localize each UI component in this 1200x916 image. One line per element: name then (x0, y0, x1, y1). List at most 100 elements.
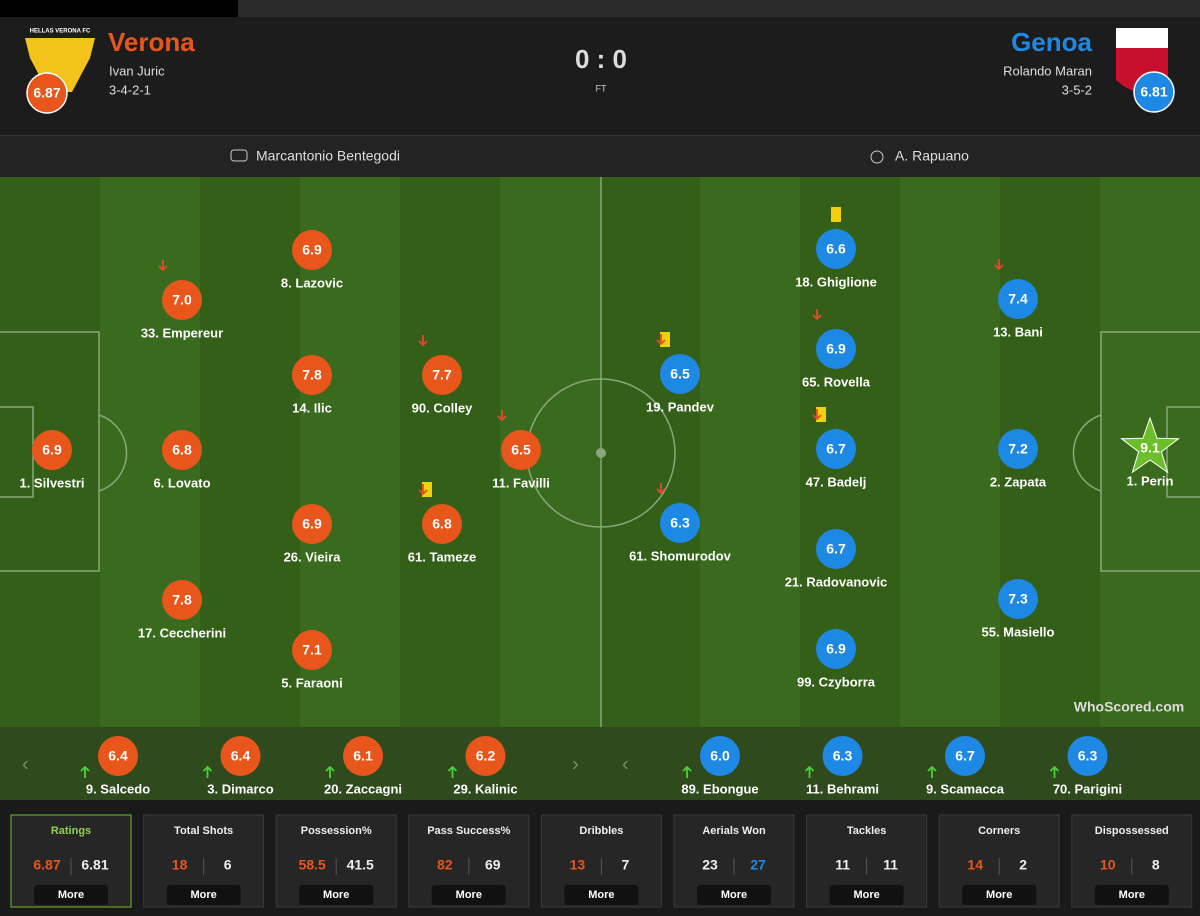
stat-away: 8 (1152, 857, 1160, 873)
sub-on-arrow (325, 765, 335, 778)
sub-rating-circle (220, 736, 261, 776)
more-button[interactable] (431, 885, 506, 905)
stat-title: Aerials Won (702, 825, 766, 837)
home-rating-circle (26, 72, 68, 114)
venue: Marcantonio Bentegodi (256, 148, 400, 164)
sub-name: 29. Kalinic (453, 781, 517, 796)
stats: Ratings 6.87 6.81 More Total Shots 18 6 More Pos… (10, 814, 1193, 908)
stat-away: 11 (883, 857, 898, 873)
player-rating: 6.8 (432, 516, 452, 532)
rating-circle (162, 580, 202, 620)
more-button[interactable] (697, 885, 771, 905)
more-label[interactable]: More (1119, 889, 1145, 901)
rating-circle (816, 629, 856, 669)
yellow-card (816, 407, 826, 422)
more-label[interactable]: More (323, 889, 349, 901)
away-rating: 6.81 (1140, 84, 1167, 100)
rating-circle (998, 429, 1038, 469)
player-name: 18. Ghiglione (795, 274, 877, 289)
prev-arrow[interactable]: ‹ (622, 753, 629, 775)
whistle-icon (870, 150, 884, 164)
more-button[interactable] (299, 885, 374, 905)
stat-home: 18 (172, 857, 188, 873)
more-label[interactable]: More (853, 889, 879, 901)
penalty-arc (1072, 414, 1102, 492)
player-rating: 7.0 (172, 292, 192, 308)
player-rating: 6.5 (670, 366, 690, 382)
yellow-card (831, 207, 841, 222)
player-name: 14. Ilic (292, 400, 332, 415)
player-name: 47. Badelj (806, 474, 867, 489)
player-rating: 6.7 (826, 541, 846, 557)
rating-circle (998, 279, 1038, 319)
player-rating: 7.7 (432, 367, 452, 383)
player-rating: 6.3 (670, 515, 690, 531)
more-button[interactable] (962, 885, 1037, 905)
sub-on-arrow (1049, 765, 1060, 778)
player-name: 55. Masiello (982, 624, 1055, 639)
more-button[interactable] (34, 885, 108, 905)
player-rating: 7.8 (302, 367, 322, 383)
more-label[interactable]: More (58, 889, 84, 901)
player-rating: 6.9 (826, 341, 846, 357)
pitch-stripe (400, 177, 501, 727)
pitch-stripe (900, 177, 1001, 727)
stat-home: 23 (702, 857, 718, 873)
stat-home: 13 (570, 857, 586, 873)
player-name: 33. Empereur (141, 325, 223, 340)
player-name: 99. Czyborra (797, 674, 876, 689)
sub-on-arrow (927, 765, 937, 778)
sub-rating: 6.4 (108, 748, 128, 764)
player-name: 6. Lovato (153, 475, 210, 490)
more-button[interactable] (564, 885, 639, 905)
sub-rating: 6.7 (955, 748, 975, 764)
rating-circle (32, 430, 72, 470)
stat-away: 7 (622, 857, 630, 873)
sub-name: 9. Scamacca (926, 781, 1005, 796)
stat-home: 82 (437, 857, 453, 873)
player-name: 90. Colley (412, 400, 473, 415)
sub-rating: 6.3 (833, 748, 853, 764)
prev-arrow[interactable]: ‹ (22, 753, 29, 775)
stat-home: 6.87 (33, 857, 60, 873)
player-rating: 6.9 (826, 641, 846, 657)
sub-name: 89. Ebongue (681, 781, 758, 796)
next-arrow[interactable]: › (572, 753, 579, 775)
sub-name: 11. Behrami (806, 781, 879, 796)
player-name: 11. Favilli (492, 475, 550, 490)
more-label[interactable]: More (986, 889, 1012, 901)
player-name: 19. Pandev (646, 399, 715, 414)
sub-rating-circle (822, 736, 863, 776)
more-button[interactable] (1094, 885, 1169, 905)
sub-off-arrow (418, 335, 428, 347)
player-rating: 7.2 (1008, 441, 1028, 457)
more-label[interactable]: More (190, 889, 216, 901)
pitch-stripe (200, 177, 301, 727)
away-rating-circle (1133, 71, 1175, 113)
more-label[interactable]: More (588, 889, 614, 901)
player-name: 2. Zapata (990, 474, 1047, 489)
subs: 6.4 9. Salcedo 6.4 3. Dimarco 6.1 20. Zaccagn… (80, 736, 1122, 796)
more-button[interactable] (166, 885, 241, 905)
more-label[interactable]: More (721, 889, 747, 901)
rating-circle (162, 430, 202, 470)
sub-off-arrow (656, 334, 666, 346)
rating-circle (998, 579, 1038, 619)
pitch-stripe (700, 177, 801, 727)
rating-circle (816, 429, 856, 469)
stat-title: Tackles (847, 825, 887, 837)
away-manager: Rolando Maran (1003, 63, 1092, 78)
player-name: 1. Perin (1127, 473, 1174, 488)
player-name: 1. Silvestri (19, 475, 84, 490)
sub-off-arrow (812, 309, 822, 321)
rating-circle (660, 503, 700, 543)
sub-off-arrow (497, 410, 507, 422)
stat-title: Corners (978, 825, 1020, 837)
sub-rating: 6.4 (231, 748, 251, 764)
stat-home: 10 (1100, 857, 1116, 873)
sub-rating-circle (465, 736, 506, 776)
sub-rating-circle (343, 736, 383, 776)
player-rating: 9.1 (1140, 440, 1160, 456)
more-button[interactable] (829, 885, 904, 905)
more-label[interactable]: More (456, 889, 482, 901)
